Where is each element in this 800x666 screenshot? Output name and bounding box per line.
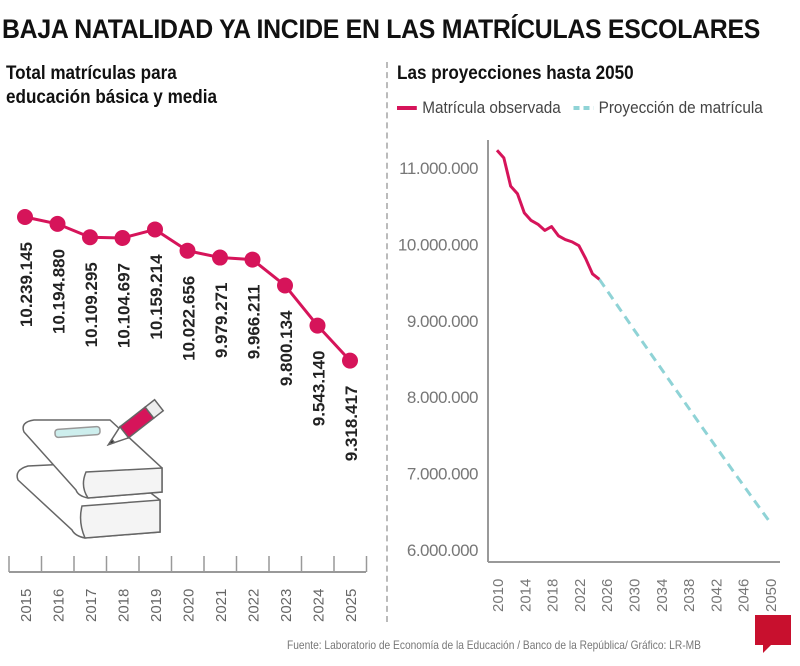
right-y-tick-label: 10.000.000: [398, 235, 478, 254]
left-x-tick-label: 2015: [18, 589, 35, 622]
legend: Matrícula observada Proyección de matríc…: [397, 98, 763, 118]
legend-observed: Matrícula observada: [422, 98, 561, 117]
right-x-tick-label: 2030: [627, 579, 644, 612]
left-data-point: [49, 215, 66, 232]
left-x-tick-label: 2019: [148, 589, 165, 622]
page-title: BAJA NATALIDAD YA INCIDE EN LAS MATRÍCUL…: [2, 14, 761, 44]
left-title-line-2: educación básica y media: [6, 87, 218, 108]
right-x-tick-label: 2046: [736, 579, 753, 612]
books-pencil-illustration: [16, 398, 165, 539]
left-data-point: [17, 209, 33, 225]
right-x-tick-label: 2034: [654, 579, 671, 612]
left-x-tick-label: 2025: [343, 589, 360, 622]
left-data-label: 9.800.134: [277, 310, 296, 386]
right-x-tick-label: 2026: [599, 579, 616, 612]
left-chart-title: Total matrículas para educación básica y…: [6, 62, 217, 110]
left-data-label: 10.022.656: [180, 276, 199, 361]
left-x-tick-label: 2023: [278, 589, 295, 622]
right-y-tick-label: 8.000.000: [407, 388, 478, 407]
left-data-point: [342, 352, 358, 369]
left-data-point: [244, 251, 261, 268]
legend-swatch-projection: [573, 106, 594, 110]
divider: [386, 62, 388, 622]
left-x-tick-label: 2018: [116, 589, 133, 622]
right-y-tick-label: 7.000.000: [407, 465, 478, 484]
left-data-point: [82, 229, 98, 246]
left-data-label: 9.979.271: [212, 283, 231, 359]
left-data-point: [309, 317, 326, 334]
right-x-tick-label: 2038: [681, 579, 698, 612]
right-x-tick-label: 2018: [545, 579, 562, 612]
left-data-point: [147, 221, 163, 238]
right-x-tick-label: 2042: [708, 579, 725, 612]
right-x-tick-label: 2010: [490, 579, 507, 612]
legend-projection: Proyección de matrícula: [598, 98, 763, 117]
right-x-tick-label: 2014: [517, 579, 534, 612]
left-data-point: [114, 229, 131, 246]
left-data-point: [179, 242, 196, 259]
left-title-line-1: Total matrículas para: [6, 63, 177, 84]
left-data-label: 10.109.295: [82, 262, 101, 347]
left-x-tick-label: 2024: [311, 589, 328, 622]
left-data-label: 9.543.140: [310, 351, 329, 427]
left-x-tick-label: 2022: [246, 589, 263, 622]
left-x-tick-label: 2016: [51, 589, 68, 622]
right-y-tick-label: 6.000.000: [407, 541, 478, 560]
left-x-tick-label: 2017: [83, 589, 100, 622]
right-chart-title: Las proyecciones hasta 2050: [397, 63, 634, 84]
left-data-label: 9.318.417: [342, 386, 361, 462]
left-data-label: 9.966.211: [245, 285, 264, 360]
right-x-tick-label: 2050: [763, 579, 780, 612]
projection-line: [598, 278, 772, 524]
left-data-point: [212, 249, 228, 266]
right-y-tick-label: 9.000.000: [407, 312, 478, 331]
left-x-tick-label: 2021: [213, 589, 230, 622]
right-x-tick-label: 2022: [572, 579, 589, 612]
left-data-label: 10.104.697: [115, 263, 134, 348]
left-data-point: [277, 277, 293, 294]
left-data-label: 10.239.145: [17, 242, 36, 327]
right-y-tick-label: 11.000.000: [399, 159, 478, 178]
lr-logo: [755, 615, 791, 653]
left-data-label: 10.194.880: [50, 249, 69, 334]
left-x-tick-label: 2020: [181, 589, 198, 622]
left-data-label: 10.159.214: [147, 254, 166, 340]
source-note: Fuente: Laboratorio de Economía de la Ed…: [287, 638, 701, 652]
observed-line: [495, 149, 601, 281]
legend-swatch-observed: [397, 106, 417, 110]
